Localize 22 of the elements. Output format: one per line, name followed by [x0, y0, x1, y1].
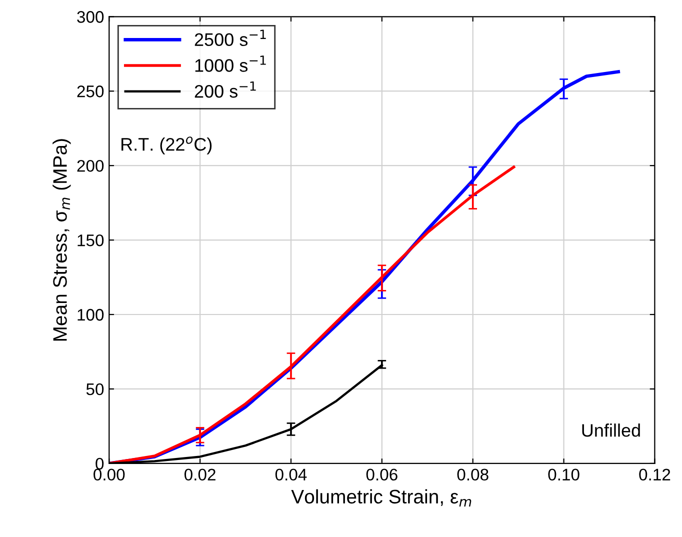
legend-label: 1000 s$^{−1}$ — [195, 56, 266, 72]
y-tick-label: 0 — [96, 458, 104, 470]
y-tick-label: 50 — [86, 383, 104, 396]
y-tick-label: 150 — [78, 234, 104, 246]
legend-label: 2500 s$^{−1}$ — [194, 30, 266, 46]
x-tick-label: 0.02 — [184, 468, 216, 481]
x-tick-label: 0.06 — [366, 468, 398, 481]
x-axis-title: Volumetric Strain, ε$_{m}$ — [291, 489, 472, 507]
y-tick-label: 200 — [77, 160, 104, 172]
y-tick-label: 250 — [77, 86, 104, 98]
y-tick-label: 100 — [78, 308, 104, 321]
annotation: R.T. (22$^{o}$C) — [122, 136, 212, 154]
x-tick-label: 0.12 — [639, 468, 670, 481]
x-tick-label: 0.00 — [94, 468, 125, 481]
y-axis-title: Mean Stress, σ$_{m}$ (MPa) — [52, 139, 71, 341]
annotation: Unfilled — [582, 424, 640, 437]
x-tick-label: 0.08 — [457, 468, 488, 481]
x-tick-label: 0.04 — [275, 468, 307, 481]
line-series — [109, 166, 516, 464]
legend-label: 200 s$^{−1}$ — [194, 81, 256, 98]
x-tick-label: 0.10 — [548, 468, 580, 481]
y-tick-label: 300 — [77, 11, 104, 23]
